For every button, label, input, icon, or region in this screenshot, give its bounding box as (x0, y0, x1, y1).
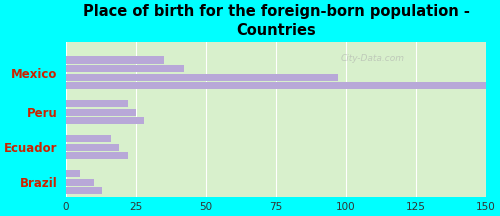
Bar (66, 109, 136, 116)
Bar (66, 117, 144, 124)
Title: Place of birth for the foreign-born population -
Countries: Place of birth for the foreign-born popu… (82, 4, 469, 38)
Bar (66, 152, 128, 159)
Bar (66, 135, 111, 142)
Bar (66, 65, 184, 72)
Bar (66, 144, 119, 151)
Text: City-Data.com: City-Data.com (340, 54, 404, 63)
Bar (66, 179, 94, 186)
Bar (66, 74, 338, 81)
Bar (66, 187, 102, 194)
Bar (66, 100, 128, 107)
Bar (66, 57, 164, 64)
Bar (66, 82, 500, 89)
Bar (66, 170, 80, 177)
